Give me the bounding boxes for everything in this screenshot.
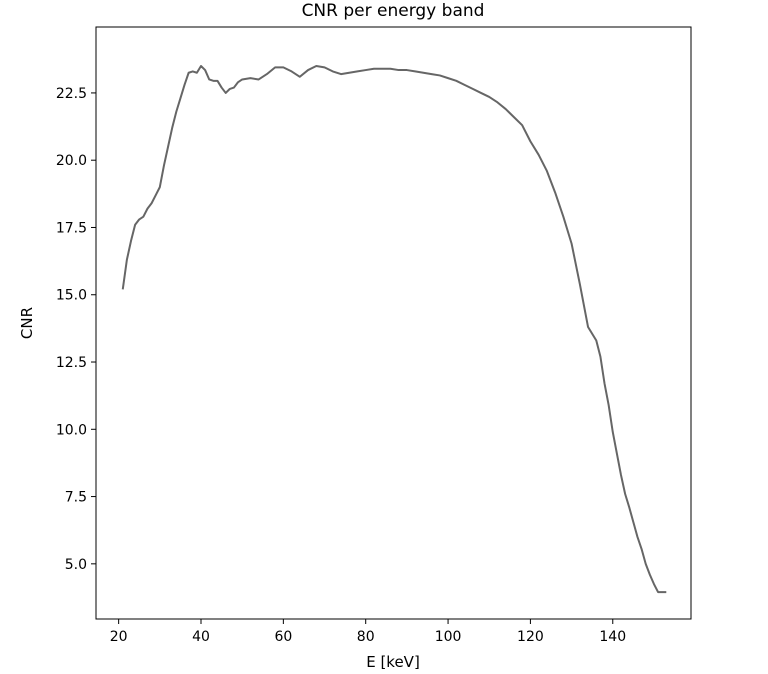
x-axis-ticks: 20 40 60 80 100 120 140 — [110, 619, 626, 645]
chart-title: CNR per energy band — [302, 1, 485, 21]
y-axis-ticks: 5.0 7.5 10.0 12.5 15.0 17.5 20.0 22.5 — [56, 86, 96, 573]
y-tick-label: 20.0 — [56, 153, 87, 169]
y-axis-label: CNR — [18, 307, 36, 339]
plot-frame — [95, 26, 692, 620]
y-tick-label: 7.5 — [65, 490, 87, 506]
y-tick-label: 12.5 — [56, 355, 87, 371]
x-tick-label: 40 — [192, 629, 210, 645]
x-tick-label: 120 — [517, 629, 544, 645]
x-tick-label: 60 — [274, 629, 292, 645]
y-tick-label: 10.0 — [56, 422, 87, 438]
y-tick-label: 17.5 — [56, 220, 87, 236]
x-tick-label: 20 — [110, 629, 128, 645]
x-tick-label: 140 — [599, 629, 626, 645]
x-tick-label: 80 — [357, 629, 375, 645]
y-tick-label: 22.5 — [56, 86, 87, 102]
y-tick-label: 5.0 — [65, 557, 87, 573]
x-axis-label: E [keV] — [366, 653, 420, 671]
series-line-0 — [121, 65, 667, 594]
plot-lines — [121, 65, 667, 594]
x-tick-label: 100 — [435, 629, 462, 645]
y-tick-label: 15.0 — [56, 288, 87, 304]
